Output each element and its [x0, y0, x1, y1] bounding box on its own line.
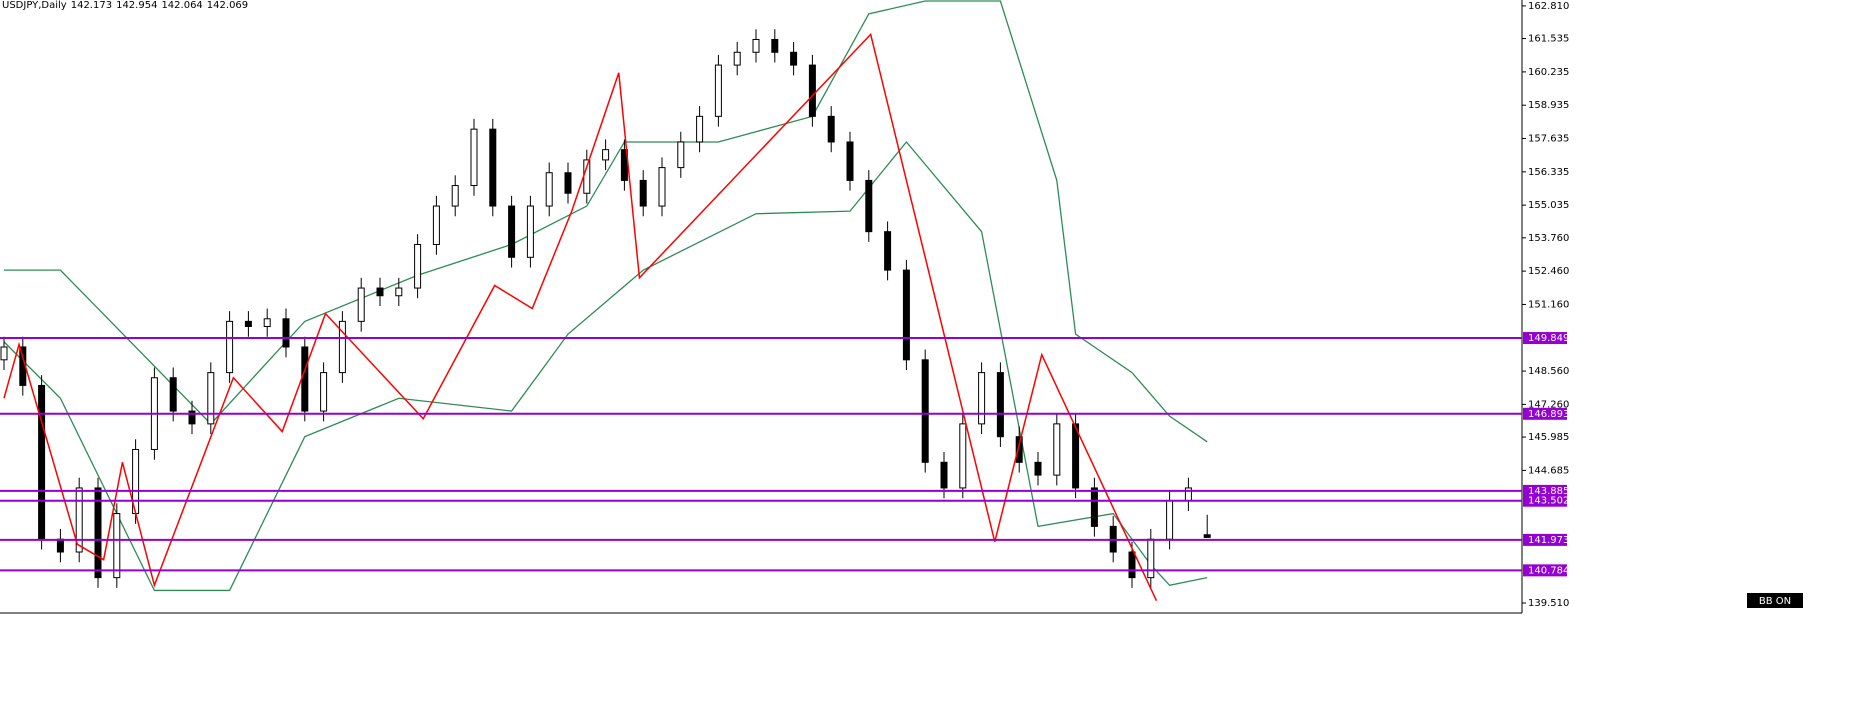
candle-body [733, 51, 741, 66]
candle-body [658, 167, 666, 207]
candle-body [376, 287, 384, 297]
candle-body [846, 141, 854, 181]
bb-button [1747, 593, 1803, 608]
candle-body [1203, 534, 1211, 538]
candle-body [677, 141, 685, 169]
y-tick-label: 153.760 [1528, 233, 1569, 244]
candle-body [94, 487, 102, 579]
ohlc-close: 142.069 [206, 0, 249, 11]
candle-body [188, 410, 196, 425]
ohlc-low: 142.064 [161, 0, 203, 11]
candle-body [432, 205, 440, 245]
candle-body [1015, 436, 1023, 463]
candle-body [113, 513, 121, 579]
candle-body [0, 346, 8, 361]
candle-body [320, 372, 328, 412]
level-tag [1523, 332, 1567, 345]
candle-body [1128, 551, 1136, 579]
candle-body [827, 115, 835, 143]
candle-body [808, 64, 816, 117]
candle-body [865, 179, 873, 233]
zigzag [3, 32, 1158, 602]
candle-body [696, 115, 704, 143]
candle-body [771, 38, 779, 53]
level-label: 141.973 [1528, 535, 1569, 546]
candle-body [526, 205, 534, 258]
candle-body [395, 287, 403, 297]
candle-body [978, 372, 986, 425]
level-tag [1523, 494, 1567, 507]
level-tag [1523, 533, 1567, 546]
chart-header: USDJPY,Daily 142.173 142.954 142.064 142.069 [2, 0, 252, 12]
level-label: 143.885 [1528, 486, 1569, 497]
level-label: 143.502 [1528, 496, 1569, 507]
candle-body [470, 128, 478, 187]
candle-body [1090, 487, 1098, 527]
candle-body [959, 423, 967, 489]
candle-body [414, 243, 422, 289]
y-tick-label: 147.260 [1528, 399, 1569, 410]
level-label: 149.849 [1528, 333, 1569, 344]
y-tick-label: 152.460 [1528, 266, 1569, 277]
bollinger-band [4, 0, 1208, 443]
level-tag [1523, 564, 1567, 577]
symbol: USDJPY,Daily [2, 0, 67, 11]
candle-body [790, 51, 798, 66]
candle-body [338, 320, 346, 374]
bollinger-band [3, 140, 1208, 592]
level-tag [1523, 484, 1567, 497]
level-tag [1523, 407, 1567, 420]
candle-body [921, 359, 929, 463]
candle-body [244, 320, 252, 327]
candle-body [263, 318, 271, 327]
candle-body [451, 185, 459, 207]
y-tick-label: 151.160 [1528, 299, 1569, 310]
y-tick-label: 148.560 [1528, 366, 1569, 377]
y-tick-label: 161.535 [1528, 34, 1569, 45]
y-tick-label: 139.510 [1528, 598, 1569, 609]
candle-body [489, 128, 497, 207]
y-tick-label: 157.635 [1528, 134, 1569, 145]
candle-body [226, 320, 234, 374]
candle-body [357, 287, 365, 322]
candle-body [940, 461, 948, 489]
candle-body [902, 269, 910, 361]
candle-body [207, 372, 215, 425]
level-label: 140.784 [1528, 565, 1569, 576]
candle-body [545, 172, 553, 207]
y-tick-label: 145.985 [1528, 432, 1569, 443]
candle-body [996, 372, 1004, 438]
candle-body [1184, 487, 1192, 502]
candle-body [752, 38, 760, 53]
candle-body [564, 172, 572, 194]
candle-body [169, 377, 177, 412]
candle-body [1034, 461, 1042, 476]
y-tick-label: 156.335 [1528, 167, 1569, 178]
candle-body [38, 384, 46, 540]
candle-body [1053, 423, 1061, 476]
ohlc-open: 142.173 [70, 0, 113, 11]
ohlc-high: 142.954 [116, 0, 158, 11]
candle-body [75, 487, 83, 553]
candle-body [56, 538, 64, 553]
y-tick-label: 158.935 [1528, 100, 1569, 111]
candle-body [639, 179, 647, 207]
candle-body [301, 346, 309, 412]
bb-label: BB ON [1759, 596, 1791, 607]
candle-body [1166, 500, 1174, 540]
candle-body [1072, 423, 1080, 489]
candle-body [602, 149, 610, 161]
candle-body [884, 231, 892, 271]
candle-body [508, 205, 516, 258]
y-tick-label: 144.685 [1528, 465, 1569, 476]
y-tick-label: 155.035 [1528, 200, 1569, 211]
y-tick-label: 162.810 [1528, 1, 1569, 12]
level-label: 146.893 [1528, 409, 1569, 420]
y-tick-label: 160.235 [1528, 67, 1569, 78]
candle-body [714, 64, 722, 117]
candle-body [1147, 538, 1155, 579]
candle-body [282, 318, 290, 348]
